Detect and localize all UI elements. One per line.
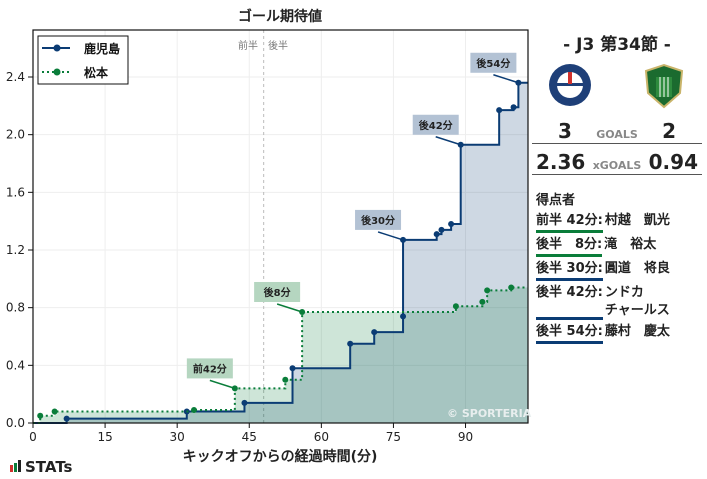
svg-text:鹿児島: 鹿児島 bbox=[84, 41, 120, 56]
svg-text:30: 30 bbox=[170, 430, 185, 444]
matsumoto-crest-icon bbox=[644, 63, 684, 109]
svg-text:1.6: 1.6 bbox=[6, 185, 25, 199]
svg-text:松本: 松本 bbox=[84, 65, 108, 80]
svg-text:90: 90 bbox=[458, 430, 473, 444]
scorers-title: 得点者 bbox=[536, 193, 576, 208]
home-goals: 3 bbox=[558, 119, 572, 143]
svg-text:60: 60 bbox=[314, 430, 329, 444]
scorers-list: 前半 42分: 村越 凱光 後半 8分: 滝 裕太 後半 30分: 圓道 将良後半 42分… bbox=[532, 212, 702, 344]
svg-text:15: 15 bbox=[97, 430, 112, 444]
round-title: - J3 第34節 - bbox=[563, 35, 671, 55]
x-axis-label: キックオフからの経過時間(分) bbox=[182, 449, 378, 465]
svg-text:後54分: 後54分 bbox=[476, 57, 510, 70]
svg-text:0.0: 0.0 bbox=[6, 416, 25, 430]
svg-text:1.2: 1.2 bbox=[6, 243, 25, 257]
scorer-row: 後半 54分: 藤村 慶太 bbox=[536, 323, 702, 344]
svg-text:前半: 前半 bbox=[238, 39, 258, 52]
away-xg: 0.94 bbox=[648, 150, 698, 174]
home-xg: 2.36 bbox=[536, 150, 586, 174]
away-goals: 2 bbox=[662, 119, 676, 143]
svg-text:後8分: 後8分 bbox=[264, 286, 291, 299]
svg-text:0: 0 bbox=[29, 430, 37, 444]
scorer-row: 後半 42分: ンドカ チャールス bbox=[536, 285, 670, 320]
svg-text:前42分: 前42分 bbox=[193, 362, 227, 375]
svg-text:後半: 後半 bbox=[268, 39, 288, 52]
xgoals-label: xGOALS bbox=[592, 159, 642, 172]
grid bbox=[32, 30, 528, 424]
svg-text:2.4: 2.4 bbox=[6, 70, 25, 84]
kagoshima-crest-icon bbox=[549, 64, 591, 106]
chart-title: ゴール期待値 bbox=[238, 9, 322, 25]
bar-chart-icon bbox=[10, 458, 21, 476]
svg-text:45: 45 bbox=[242, 430, 257, 444]
svg-text:後42分: 後42分 bbox=[419, 119, 453, 132]
svg-text:75: 75 bbox=[386, 430, 401, 444]
svg-text:0.4: 0.4 bbox=[6, 358, 25, 372]
scorer-row: 後半 30分: 圓道 将良 bbox=[536, 260, 702, 281]
svg-text:0.8: 0.8 bbox=[6, 301, 25, 315]
xg-chart: 前42分 後8分 後30分 後42分 後54分 0 15 30 45 60 75 90 0.0 0.4 0… bbox=[6, 29, 532, 444]
scorer-row: 後半 8分: 滝 裕太 bbox=[536, 236, 702, 257]
goals-label: GOALS bbox=[596, 128, 638, 141]
match-panel: - J3 第34節 - 3 GOALS 2 2.36 xGOALS 0.94 得… bbox=[532, 30, 702, 347]
stats-logo: STATs bbox=[10, 458, 72, 476]
svg-text:© SPORTERIA: © SPORTERIA bbox=[447, 407, 532, 420]
svg-text:2.0: 2.0 bbox=[6, 128, 25, 142]
svg-text:後30分: 後30分 bbox=[361, 214, 395, 227]
scorer-row: 前半 42分: 村越 凱光 bbox=[536, 212, 702, 233]
legend: 鹿児島 松本 bbox=[37, 35, 129, 85]
